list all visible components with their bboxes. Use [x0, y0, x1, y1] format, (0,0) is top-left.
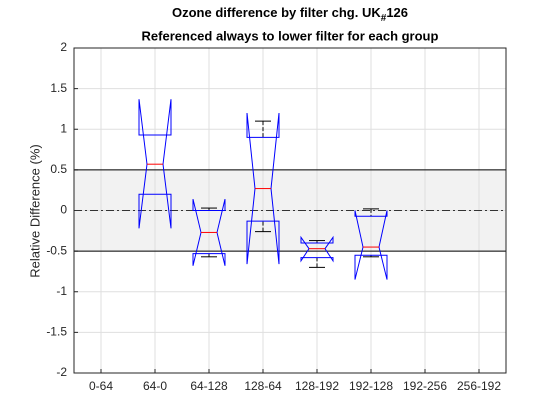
- y-tick-label: -0.5: [46, 243, 67, 257]
- y-tick-label: 0: [60, 203, 67, 217]
- chart-title: Ozone difference by filter chg. UK#126: [172, 5, 408, 23]
- notched-box: [192, 199, 226, 266]
- x-tick-label: 128-192: [295, 379, 339, 393]
- x-tick-label: 192-256: [403, 379, 447, 393]
- chart-subtitle: Referenced always to lower filter for ea…: [142, 28, 439, 43]
- y-tick-label: -2: [56, 365, 67, 379]
- notched-box: [354, 210, 388, 280]
- x-tick-label: 256-192: [457, 379, 501, 393]
- y-tick-label: 1: [60, 121, 67, 135]
- x-tick-label: 64-0: [143, 379, 167, 393]
- x-tick-label: 192-128: [349, 379, 393, 393]
- y-tick-label: 1.5: [50, 81, 67, 95]
- y-tick-label: -1: [56, 284, 67, 298]
- notched-box: [246, 112, 280, 265]
- title-subscript: #: [381, 13, 387, 24]
- x-tick-label: 64-128: [190, 379, 228, 393]
- title-text: Ozone difference by filter chg. UK: [172, 5, 381, 20]
- x-tick-label: 0-64: [89, 379, 113, 393]
- notched-box: [138, 99, 172, 229]
- y-tick-label: -1.5: [46, 325, 67, 339]
- title-text: 126: [386, 5, 408, 20]
- x-tick-label: 128-64: [244, 379, 282, 393]
- notched-box: [300, 235, 334, 263]
- y-tick-label: 2: [60, 40, 67, 54]
- y-axis-label: Relative Difference (%): [27, 144, 42, 277]
- y-tick-label: 0.5: [50, 162, 67, 176]
- axes-frame: [73, 47, 507, 374]
